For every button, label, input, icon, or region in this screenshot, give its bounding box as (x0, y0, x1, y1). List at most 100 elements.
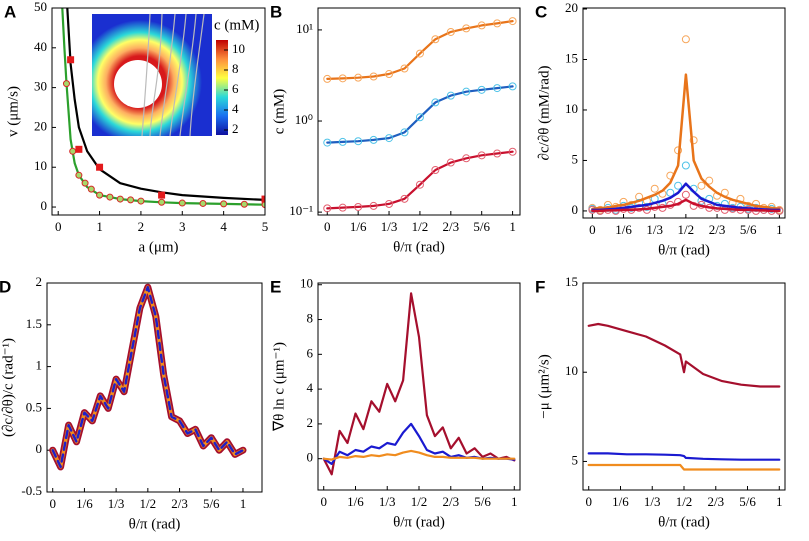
line-series (326, 85, 514, 144)
line-series (326, 150, 514, 210)
x-axis-label: θ/π (rad) (658, 242, 710, 258)
marker (508, 17, 517, 26)
marker (400, 128, 409, 137)
colorbar-label: c (mM) (214, 17, 259, 33)
line-series (322, 292, 516, 476)
x-tick-label: 1 (511, 494, 518, 509)
y-tick-label: 0 (36, 441, 43, 456)
marker (446, 27, 455, 36)
x-axis-label: a (μm) (138, 239, 178, 255)
y-tick-label: 2 (36, 274, 43, 289)
x-tick-label: 5/6 (474, 494, 491, 509)
marker (199, 199, 207, 207)
streamlines (141, 14, 205, 136)
marker (666, 188, 675, 197)
x-tick-label: 1/2 (676, 494, 693, 509)
y-tick-label: 15 (565, 50, 578, 65)
colorbar-tick-label: 8 (232, 61, 239, 76)
marker (415, 180, 424, 189)
colorbar-tick-label: 10 (232, 41, 245, 56)
marker (354, 137, 363, 146)
line-series (51, 285, 245, 469)
marker (261, 195, 265, 203)
y-tick-label: 20 (34, 118, 47, 133)
marker (116, 195, 124, 203)
x-axis-label: θ/π (rad) (393, 514, 445, 530)
marker (697, 181, 706, 190)
y-tick-label: -0.5 (21, 483, 42, 498)
marker (354, 73, 363, 82)
y-tick-label: 30 (34, 79, 47, 94)
line-series (591, 73, 781, 211)
axes-frame (317, 7, 521, 216)
marker (220, 200, 228, 208)
marker (415, 49, 424, 58)
x-tick-label: 1/3 (644, 494, 661, 509)
y-tick-label: 6 (307, 345, 314, 360)
plot-area (587, 322, 781, 471)
marker (385, 199, 394, 208)
y-tick-label: 50 (34, 0, 47, 14)
x-tick-label: 2/3 (443, 219, 460, 234)
marker (106, 193, 114, 201)
x-tick-label: 0 (589, 222, 596, 237)
colorbar (216, 40, 228, 135)
marker (75, 171, 83, 179)
marker (323, 138, 332, 147)
x-tick-label: 1 (509, 219, 516, 234)
line-series (587, 322, 781, 388)
x-tick-label: 0 (320, 494, 327, 509)
marker (462, 24, 471, 33)
marker (323, 74, 332, 83)
plot-area (323, 17, 517, 213)
y-tick-label: 10⁰ (295, 112, 313, 127)
x-tick-label: 2/3 (442, 494, 459, 509)
marker (431, 98, 440, 107)
colorbar-tick-label: 4 (232, 101, 239, 116)
marker (400, 194, 409, 203)
x-tick-label: 2/3 (709, 222, 726, 237)
x-tick-label: 4 (220, 219, 227, 234)
marker (369, 72, 378, 81)
y-tick-label: 0.5 (26, 399, 42, 414)
marker (689, 136, 698, 145)
y-tick-label: 10 (300, 276, 313, 291)
marker (446, 158, 455, 167)
line-series (587, 452, 781, 461)
x-tick-label: 5/6 (203, 496, 220, 511)
x-tick-label: 2 (138, 219, 145, 234)
marker (338, 137, 347, 146)
x-tick-label: 0 (585, 494, 592, 509)
x-tick-label: 5/6 (473, 219, 490, 234)
line-series (326, 20, 514, 80)
panel-letter: E (270, 277, 281, 296)
marker (67, 56, 75, 64)
marker (635, 203, 644, 212)
y-tick-label: 15 (565, 274, 578, 289)
marker (493, 84, 502, 93)
marker (369, 201, 378, 210)
plot-area (588, 35, 784, 215)
x-tick-label: 1/3 (379, 494, 396, 509)
marker (240, 200, 248, 208)
marker (385, 70, 394, 79)
marker (354, 202, 363, 211)
marker (75, 145, 83, 153)
x-tick-label: 5/6 (740, 222, 757, 237)
marker (508, 147, 517, 156)
marker (705, 176, 714, 185)
y-axis-label: (∂c/∂θ)/c (rad⁻¹) (0, 338, 16, 437)
x-tick-label: 1/2 (412, 219, 429, 234)
marker (720, 199, 729, 208)
marker (415, 113, 424, 122)
y-tick-label: 0 (41, 198, 48, 213)
x-tick-label: 1 (776, 222, 783, 237)
plot-area (61, 8, 265, 209)
y-tick-label: 1 (36, 358, 43, 373)
y-tick-label: 20 (565, 0, 578, 15)
cell-body (114, 60, 162, 108)
